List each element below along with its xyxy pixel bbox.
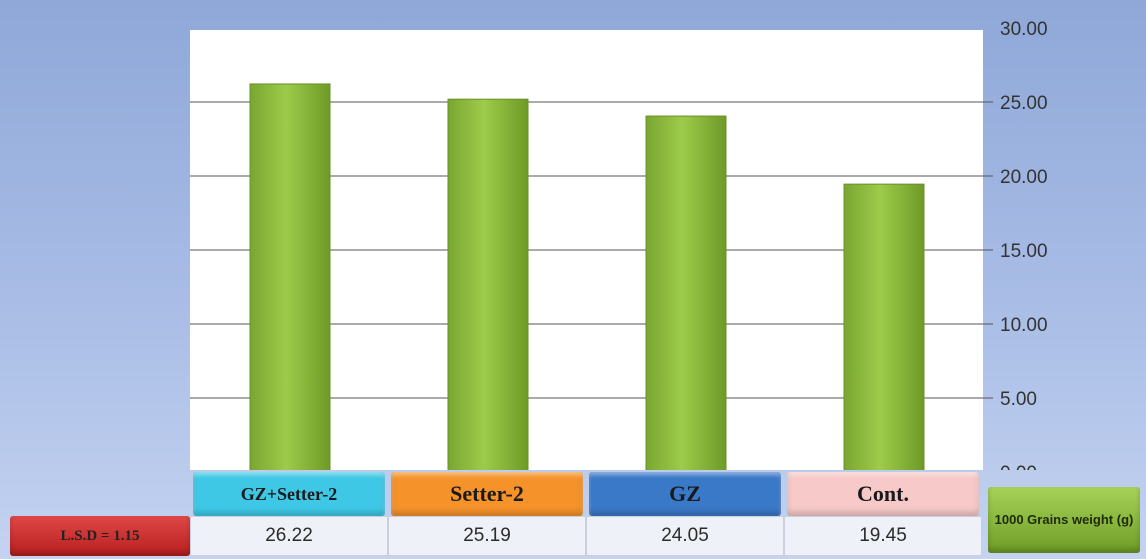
y-tick-label: 15.00 [1000,241,1048,262]
y-tick-label: 0.00 [1000,463,1037,470]
y-tick-label: 10.00 [1000,315,1048,336]
bar-3 [645,115,727,470]
y-tick-label: 30.00 [1000,19,1048,40]
bars [249,83,925,470]
category-label: Setter-2 [391,472,583,516]
value-cell: 24.05 [586,516,784,556]
y-axis-ticks: 0.00 5.00 10.00 15.00 20.00 25.00 30.00 [1000,19,1048,470]
value-cell: 25.19 [388,516,586,556]
bar-4 [843,183,925,470]
bar-chart: 0.00 5.00 10.00 15.00 20.00 25.00 30.00 [190,19,1048,470]
y-tick-label: 5.00 [1000,389,1037,410]
lsd-annotation: L.S.D = 1.15 [10,516,190,556]
category-label: GZ [589,472,781,516]
bar-2 [447,98,529,470]
legend-series-label: 1000 Grains weight (g) [988,487,1140,553]
category-label: GZ+Setter-2 [193,472,385,516]
y-tick-label: 25.00 [1000,93,1048,114]
value-cell: 26.22 [190,516,388,556]
bar-1 [249,83,331,470]
value-cell: 19.45 [784,516,982,556]
category-label: Cont. [787,472,979,516]
y-tick-label: 20.00 [1000,167,1048,188]
